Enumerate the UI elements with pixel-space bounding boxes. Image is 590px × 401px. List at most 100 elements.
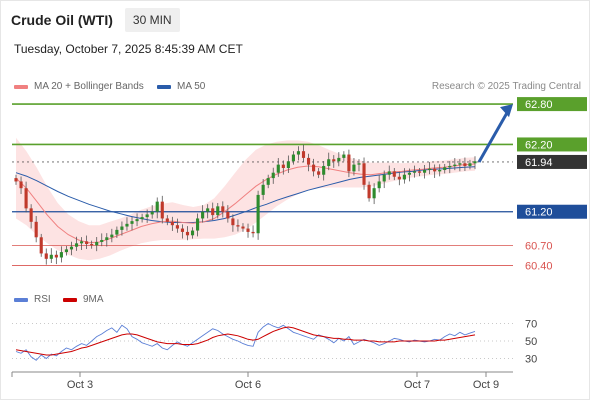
bollinger-band (16, 137, 475, 261)
candle-body (206, 208, 210, 212)
level-label-62.80: 62.80 (525, 99, 553, 111)
candle-body (80, 241, 84, 244)
candle-body (216, 206, 220, 216)
candle-body (291, 154, 295, 162)
candle-body (39, 237, 43, 254)
candle-body (54, 254, 58, 258)
candle-body (412, 171, 417, 173)
candle-body (296, 151, 301, 155)
rsi-tick-label-70: 70 (525, 319, 537, 331)
legend-ma50: MA 50 (157, 81, 205, 92)
level-label-60.40: 60.40 (525, 261, 553, 273)
level-tag-62.20 (517, 137, 587, 152)
candle-body (150, 211, 154, 215)
header: Crude Oil (WTI) 30 MIN (11, 8, 180, 32)
candle-body (246, 228, 250, 232)
timestamp: Tuesday, October 7, 2025 8:45:39 AM CET (14, 42, 243, 56)
candle-body (140, 217, 144, 220)
candle-body (473, 161, 477, 164)
candle-body (332, 159, 336, 162)
candle-body (221, 206, 225, 212)
candle-body (185, 231, 190, 236)
candle-body (317, 171, 321, 175)
ma20-line (15, 163, 476, 244)
rsi-swatch (14, 297, 28, 302)
candle-body (211, 208, 215, 216)
candle-body (90, 244, 94, 246)
candle-body (145, 214, 149, 218)
candle-body (362, 163, 366, 185)
ma9-swatch (63, 297, 77, 302)
timeframe-badge[interactable]: 30 MIN (124, 8, 180, 32)
candle-body (468, 163, 472, 166)
candle-body (443, 167, 447, 171)
candle-body (357, 163, 361, 165)
candle-body (463, 163, 467, 166)
candle-body (422, 170, 427, 173)
forecast-arrow-head (500, 104, 513, 118)
candle-body (281, 164, 285, 168)
candles (14, 144, 477, 265)
candle-body (433, 168, 437, 172)
candle-body (417, 171, 422, 173)
candle-body (69, 246, 74, 250)
candle-body (322, 165, 326, 175)
level-tag-62.80 (517, 97, 587, 112)
candle-body (251, 231, 255, 234)
ma50-swatch (157, 84, 171, 89)
candle-body (261, 184, 265, 195)
candle-body (95, 242, 99, 246)
candle-body (286, 161, 290, 168)
level-tag-61.20 (517, 204, 587, 219)
forecast-arrow-shaft (477, 110, 510, 163)
candle-body (377, 181, 381, 189)
candle-body (327, 159, 331, 166)
candle-body (14, 178, 18, 182)
legend-rsi-label: RSI (34, 294, 51, 305)
level-label-61.94: 61.94 (525, 157, 553, 169)
candle-body (352, 164, 356, 172)
candle-body (337, 157, 341, 162)
candle-body (438, 170, 442, 172)
candle-body (226, 211, 230, 219)
candle-body (367, 184, 371, 199)
candle-body (29, 208, 33, 222)
candle-body (266, 178, 270, 185)
ma20-swatch (14, 84, 28, 89)
candle-body (115, 229, 119, 235)
candle-body (301, 151, 306, 158)
candle-body (201, 211, 205, 219)
candle-body (110, 234, 114, 238)
candle-body (160, 201, 164, 219)
ma50-line (15, 166, 476, 223)
rsi-series-RSI (15, 322, 476, 361)
x-tick-label: Oct 7 (404, 379, 430, 391)
candle-body (347, 154, 351, 172)
candle-body (130, 221, 134, 224)
instrument-title: Crude Oil (WTI) (11, 12, 113, 28)
candle-body (34, 221, 38, 238)
candle-body (105, 237, 109, 240)
candle-body (407, 172, 411, 175)
candle-body (271, 172, 275, 179)
rsi-tick-label-30: 30 (525, 354, 537, 366)
candle-body (387, 171, 391, 175)
candle-body (453, 164, 457, 166)
candle-body (19, 181, 23, 189)
candle-body (402, 174, 406, 180)
x-tick-label: Oct 3 (67, 379, 93, 391)
legend-9ma-label: 9MA (83, 294, 104, 305)
candle-body (175, 225, 179, 229)
rsi-series-9MA (15, 326, 476, 356)
legend-9ma: 9MA (63, 294, 104, 305)
candle-body (120, 226, 124, 230)
candle-body (231, 218, 235, 226)
candle-body (135, 219, 139, 222)
candle-body (170, 221, 174, 226)
candle-body (59, 252, 63, 258)
candle-body (196, 218, 200, 231)
candle-body (165, 218, 169, 222)
candle-body (74, 243, 79, 247)
